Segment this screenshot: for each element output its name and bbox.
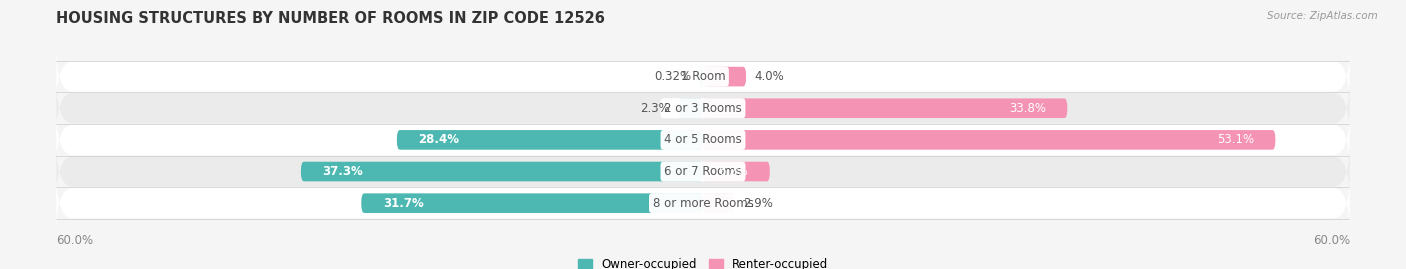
FancyBboxPatch shape — [703, 67, 747, 86]
Text: 8 or more Rooms: 8 or more Rooms — [652, 197, 754, 210]
Text: Source: ZipAtlas.com: Source: ZipAtlas.com — [1267, 11, 1378, 21]
Text: 6.2%: 6.2% — [718, 165, 748, 178]
FancyBboxPatch shape — [678, 98, 703, 118]
FancyBboxPatch shape — [703, 98, 1067, 118]
Text: 60.0%: 60.0% — [56, 234, 93, 247]
FancyBboxPatch shape — [396, 130, 703, 150]
Text: 53.1%: 53.1% — [1216, 133, 1254, 146]
Text: 33.8%: 33.8% — [1008, 102, 1046, 115]
FancyBboxPatch shape — [703, 193, 734, 213]
Text: 2.9%: 2.9% — [742, 197, 773, 210]
FancyBboxPatch shape — [56, 171, 1350, 235]
Text: 1 Room: 1 Room — [681, 70, 725, 83]
FancyBboxPatch shape — [301, 162, 703, 181]
Text: 4 or 5 Rooms: 4 or 5 Rooms — [664, 133, 742, 146]
Text: 2.3%: 2.3% — [640, 102, 669, 115]
FancyBboxPatch shape — [703, 130, 1275, 150]
Text: 2 or 3 Rooms: 2 or 3 Rooms — [664, 102, 742, 115]
Text: 0.32%: 0.32% — [654, 70, 690, 83]
Text: 6 or 7 Rooms: 6 or 7 Rooms — [664, 165, 742, 178]
Legend: Owner-occupied, Renter-occupied: Owner-occupied, Renter-occupied — [572, 254, 834, 269]
FancyBboxPatch shape — [56, 108, 1350, 172]
FancyBboxPatch shape — [361, 193, 703, 213]
FancyBboxPatch shape — [56, 76, 1350, 140]
FancyBboxPatch shape — [56, 44, 1350, 109]
Text: 60.0%: 60.0% — [1313, 234, 1350, 247]
Text: 28.4%: 28.4% — [419, 133, 460, 146]
Text: 37.3%: 37.3% — [322, 165, 363, 178]
Text: 31.7%: 31.7% — [382, 197, 423, 210]
Text: HOUSING STRUCTURES BY NUMBER OF ROOMS IN ZIP CODE 12526: HOUSING STRUCTURES BY NUMBER OF ROOMS IN… — [56, 11, 605, 26]
Text: 4.0%: 4.0% — [755, 70, 785, 83]
FancyBboxPatch shape — [700, 67, 703, 86]
FancyBboxPatch shape — [56, 139, 1350, 204]
FancyBboxPatch shape — [703, 162, 770, 181]
